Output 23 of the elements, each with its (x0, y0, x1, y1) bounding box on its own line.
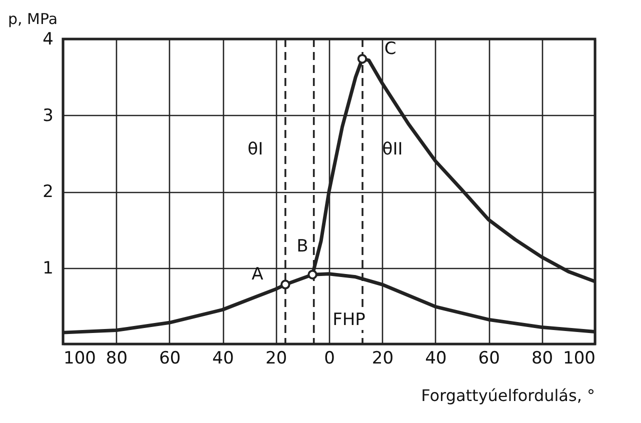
y-tick-label: 3 (42, 106, 54, 126)
x-tick-label: 40 (425, 348, 447, 368)
x-tick-label: 80 (531, 348, 554, 368)
x-tick-label: 20 (265, 348, 288, 368)
x-axis-title: Forgattyúelfordulás, ° (421, 386, 595, 405)
y-axis-title: p, MPa (8, 10, 58, 28)
x-tick-label: 20 (372, 348, 394, 368)
y-tick-label: 4 (42, 30, 54, 50)
x-tick-label: 100 (563, 348, 596, 368)
x-tick-label: 60 (478, 348, 500, 368)
x-tick-label: 40 (212, 348, 234, 368)
annotation: B (296, 236, 308, 257)
y-tick-label: 1 (42, 258, 54, 278)
annotation: A (252, 264, 264, 285)
x-tick-label: 0 (324, 348, 335, 368)
x-tick-label: 100 (64, 348, 96, 368)
annotation: θI (248, 139, 264, 160)
annotation: FHP (332, 310, 366, 330)
x-tick-label: 80 (106, 348, 128, 368)
annotation: C (384, 38, 396, 59)
y-tick-label: 2 (42, 182, 54, 202)
x-tick-label: 60 (159, 348, 181, 368)
annotation: θII (382, 139, 403, 160)
